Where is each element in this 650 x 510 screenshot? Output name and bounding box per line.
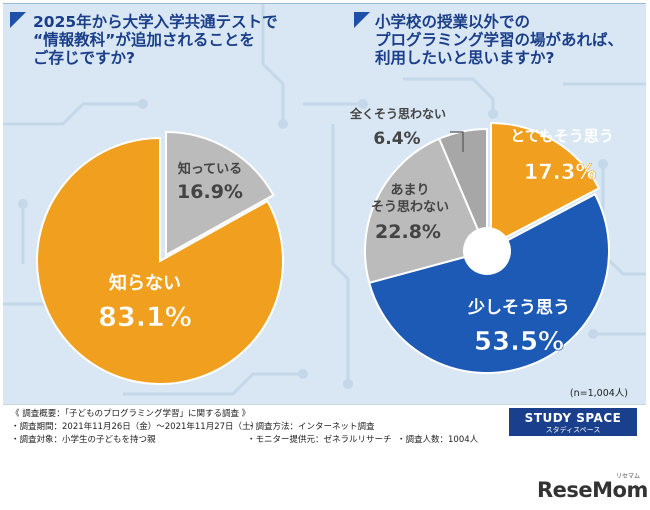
- pie-chart-left: 知っている 16.9% 知らない 83.1%: [36, 130, 284, 385]
- slice-label-somewhat: 少しそう思う: [467, 298, 570, 318]
- resemom-logo: ReseMom: [537, 478, 648, 502]
- slice-value-none: 6.4%: [373, 129, 420, 149]
- donut-slice-1: [490, 121, 601, 247]
- slice-label-notmuch: あまりそう思わない: [371, 183, 449, 215]
- right-question-marker: [354, 12, 370, 28]
- resemom-kana: リセマム: [616, 473, 641, 480]
- survey-overview: 《 調査概要：「子どものプログラミング学習」に関する調査 》: [11, 409, 251, 419]
- leader-line-none: [450, 131, 464, 152]
- slice-value-somewhat: 53.5%: [474, 327, 564, 357]
- study-space-kana: スタディスペース: [545, 426, 601, 434]
- survey-provider: ・モニター提供元：ゼネラルリサーチ: [247, 435, 392, 445]
- left-question: 2025年から大学入学共通テストで “情報教科”が追加されることを ご存じですか…: [33, 13, 278, 67]
- infographic-panel: 2025年から大学入学共通テストで “情報教科”が追加されることを ご存じですか…: [3, 3, 646, 451]
- pie-slice-1: [165, 130, 275, 257]
- slice-value-very: 17.3%: [524, 160, 597, 184]
- donut-slice-2: [367, 192, 610, 374]
- study-space-name: STUDY SPACE: [524, 411, 622, 425]
- survey-period: ・調査期間：2021年11月26日（金）〜2021年11月27日（土）: [11, 422, 260, 432]
- left-question-marker: [10, 12, 26, 28]
- slice-label-very: とてもそう思う: [510, 127, 614, 145]
- slice-label-known: 知っている: [178, 161, 242, 177]
- right-question: 小学校の授業以外での プログラミング学習の場があれば、 利用したいと思いますか?: [375, 13, 624, 67]
- slice-label-unknown: 知らない: [109, 272, 181, 294]
- survey-target: ・調査対象：小学生の子どもを持つ親: [11, 435, 156, 445]
- study-space-logo: STUDY SPACE スタディスペース: [509, 408, 637, 436]
- slice-value-notmuch: 22.8%: [375, 221, 441, 243]
- donut-chart-right: とてもそう思う 17.3% 少しそう思う 53.5% あまりそう思わない 22.8% 全くそ…: [349, 106, 614, 374]
- slice-value-unknown: 83.1%: [98, 302, 192, 333]
- donut-hole: [463, 227, 511, 275]
- survey-method: ・調査方法：インターネット調査: [247, 422, 375, 432]
- donut-slice-3: [364, 137, 489, 285]
- pie-slice-2: [36, 136, 284, 385]
- survey-count: ・調査人数：1004人: [397, 435, 479, 445]
- sample-size: (n=1,004人): [569, 388, 628, 399]
- slice-value-known: 16.9%: [177, 181, 243, 203]
- slice-label-none: 全くそう思わない: [349, 106, 446, 121]
